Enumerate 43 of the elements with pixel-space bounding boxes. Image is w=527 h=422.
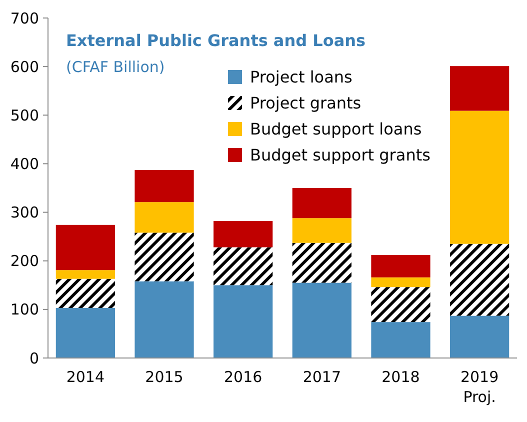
bar <box>450 66 510 111</box>
legend-label: Project loans <box>250 68 352 87</box>
bar <box>134 170 194 202</box>
y-tick-label: 500 <box>10 106 39 124</box>
bar <box>214 285 273 358</box>
x-tick-label: 2017 <box>302 368 342 386</box>
bar <box>371 287 430 322</box>
bar <box>450 316 510 358</box>
bar <box>292 242 352 283</box>
bar <box>214 247 273 286</box>
bar <box>292 188 352 218</box>
y-tick-label: 200 <box>10 252 39 270</box>
y-tick-label: 0 <box>29 349 39 368</box>
bar <box>292 282 352 358</box>
bar <box>371 322 430 358</box>
bar <box>56 270 115 279</box>
bar <box>292 218 352 243</box>
bar <box>56 308 115 358</box>
bar <box>450 244 510 316</box>
bar <box>56 278 115 308</box>
x-tick-label: 2016 <box>224 368 262 386</box>
bar <box>214 221 273 248</box>
bar <box>134 232 194 282</box>
text: External Public Grants and Loans <box>66 31 366 50</box>
x-tick-label: 2014 <box>66 368 105 386</box>
x-tick-label: 2018 <box>382 368 420 386</box>
bar <box>450 110 510 244</box>
bar <box>134 202 194 233</box>
y-tick-label: 400 <box>10 154 39 173</box>
legend-label: Project grants <box>250 94 362 113</box>
legend-label: Budget support loans <box>250 120 422 139</box>
bar <box>371 255 430 278</box>
legend-label: Budget support grants <box>250 146 430 165</box>
y-tick-label: 600 <box>10 58 39 76</box>
bar <box>56 224 115 270</box>
x-tick-label: 2019 Proj. <box>460 368 499 406</box>
bar <box>371 277 430 288</box>
y-tick-label: 700 <box>10 9 39 28</box>
bar <box>134 281 194 358</box>
x-tick-label: 2015 <box>145 368 184 386</box>
text: (CFAF Billion) <box>66 58 165 76</box>
y-tick-label: 300 <box>10 204 39 222</box>
y-tick-label: 100 <box>10 300 39 319</box>
